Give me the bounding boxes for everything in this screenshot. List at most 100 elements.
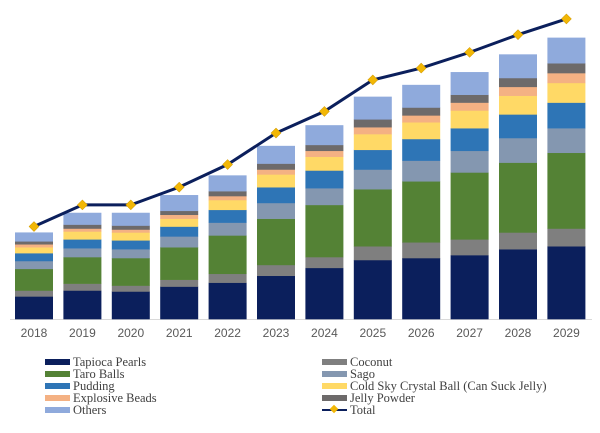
bar-segment-taro-balls-2018	[15, 268, 53, 291]
bar-segment-sago-2021	[160, 236, 199, 248]
legend-swatch-icon	[45, 395, 70, 401]
bar-segment-tapioca-pearls-2024	[305, 267, 344, 320]
bar-segment-explosive-beads-2026	[402, 115, 441, 123]
bar-segment-coconut-2018	[15, 290, 53, 297]
bar-segment-sago-2019	[63, 248, 102, 258]
bar-segment-jelly-powder-2026	[402, 107, 441, 116]
bar-segment-jelly-powder-2024	[305, 144, 344, 152]
bar-segment-coconut-2025	[353, 246, 392, 261]
x-tick-label: 2020	[117, 326, 144, 340]
bar-segment-jelly-powder-2018	[15, 241, 53, 245]
bar-segment-cold-sky-crystal-ball-can-suck-jelly-2020	[111, 232, 150, 241]
bar-segment-taro-balls-2021	[160, 247, 199, 280]
x-tick-label: 2027	[456, 326, 483, 340]
bar-segment-tapioca-pearls-2019	[63, 290, 102, 320]
bar-segment-explosive-beads-2018	[15, 244, 53, 248]
bar-segment-tapioca-pearls-2020	[111, 291, 150, 320]
bar-segment-taro-balls-2022	[208, 235, 247, 275]
legend-swatch-icon	[322, 383, 347, 389]
legend-swatch-icon	[45, 407, 70, 413]
legend-item-jelly-powder: Jelly Powder	[322, 392, 547, 404]
bar-segment-tapioca-pearls-2027	[450, 255, 489, 320]
bar-segment-tapioca-pearls-2021	[160, 286, 199, 320]
bar-segment-explosive-beads-2028	[499, 86, 537, 96]
total-marker-2018	[28, 221, 40, 232]
total-marker-2020	[125, 199, 137, 211]
bar-segment-taro-balls-2019	[63, 257, 102, 284]
bar-segment-taro-balls-2024	[305, 204, 344, 258]
total-marker-2028	[512, 29, 524, 40]
bar-segment-cold-sky-crystal-ball-can-suck-jelly-2018	[15, 247, 53, 254]
bar-segment-pudding-2023	[257, 187, 295, 204]
bar-segment-tapioca-pearls-2018	[15, 296, 53, 320]
bar-segment-jelly-powder-2020	[111, 225, 150, 230]
bar-segment-sago-2018	[15, 260, 53, 270]
legend-item-sago: Sago	[322, 368, 547, 380]
legend-label: Cold Sky Crystal Ball (Can Suck Jelly)	[350, 379, 547, 393]
total-marker-2027	[464, 47, 475, 58]
legend-swatch-icon	[45, 359, 70, 365]
total-marker-2026	[415, 62, 427, 74]
legend-item-tapioca-pearls: Tapioca Pearls	[45, 356, 157, 368]
legend-item-cold-sky-crystal-ball-can-suck-jelly: Cold Sky Crystal Ball (Can Suck Jelly)	[322, 380, 547, 392]
bar-segment-taro-balls-2026	[402, 181, 441, 243]
bar-segment-others-2023	[257, 145, 295, 164]
total-line-group	[28, 13, 572, 232]
bar-segment-jelly-powder-2023	[257, 163, 295, 170]
legend-right: Coconut Sago Cold Sky Crystal Ball (Can Su…	[322, 356, 547, 416]
x-tick-label: 2023	[263, 326, 290, 340]
bar-segment-tapioca-pearls-2025	[353, 259, 392, 320]
legend-label: Coconut	[350, 355, 393, 369]
bar-segment-jelly-powder-2029	[547, 63, 586, 74]
bar-segment-explosive-beads-2027	[450, 102, 489, 111]
bar-segment-others-2025	[353, 96, 392, 120]
legend-left: Tapioca Pearls Taro Balls Pudding Explosive…	[45, 356, 157, 416]
bar-segment-jelly-powder-2021	[160, 210, 199, 216]
bar-segment-jelly-powder-2025	[353, 119, 392, 128]
bar-segment-others-2024	[305, 125, 344, 146]
bar-segment-sago-2028	[499, 137, 537, 163]
bar-segment-coconut-2022	[208, 273, 247, 283]
bar-segment-others-2018	[15, 232, 53, 242]
total-marker-2025	[367, 74, 379, 86]
bar-segment-cold-sky-crystal-ball-can-suck-jelly-2022	[208, 199, 247, 211]
total-marker-2019	[77, 199, 88, 211]
legend-label: Sago	[350, 367, 375, 381]
bar-segment-explosive-beads-2019	[63, 228, 102, 232]
bar-segment-taro-balls-2020	[111, 258, 150, 286]
stacked-bar-chart: 2018 2019 2020 2021 2022 2023 2024 2025 2026 2027…	[10, 13, 592, 340]
bar-segment-cold-sky-crystal-ball-can-suck-jelly-2019	[63, 231, 102, 240]
legend-swatch-icon	[45, 371, 70, 377]
bar-segment-pudding-2021	[160, 226, 199, 237]
legend-swatch-icon	[45, 383, 70, 389]
bar-segment-others-2022	[208, 175, 247, 192]
bar-segment-jelly-powder-2028	[499, 77, 537, 88]
bar-segment-taro-balls-2027	[450, 172, 489, 240]
legend-line-swatch-icon	[322, 404, 347, 416]
bar-segment-taro-balls-2028	[499, 162, 537, 233]
x-tick-label: 2022	[214, 326, 241, 340]
bar-segment-explosive-beads-2022	[208, 196, 247, 201]
bar-segment-cold-sky-crystal-ball-can-suck-jelly-2029	[547, 82, 586, 103]
bar-segment-sago-2025	[353, 169, 392, 190]
total-marker-2029	[561, 13, 572, 25]
bar-segment-taro-balls-2029	[547, 152, 586, 229]
bar-segment-others-2019	[63, 212, 102, 225]
x-tick-label: 2024	[311, 326, 338, 340]
bar-segment-coconut-2027	[450, 239, 489, 256]
bar-segment-coconut-2028	[499, 232, 537, 250]
bar-segment-tapioca-pearls-2029	[547, 246, 586, 320]
bar-segment-jelly-powder-2019	[63, 224, 102, 229]
total-line	[33, 17, 567, 228]
bar-segment-cold-sky-crystal-ball-can-suck-jelly-2024	[305, 156, 344, 171]
legend-label: Taro Balls	[73, 367, 125, 381]
bar-segment-explosive-beads-2023	[257, 169, 295, 175]
bar-segment-tapioca-pearls-2026	[402, 258, 441, 320]
total-marker-2024	[319, 106, 330, 117]
legend-item-pudding: Pudding	[45, 380, 157, 392]
legend-label: Total	[350, 403, 376, 417]
bar-segment-sago-2024	[305, 188, 344, 206]
bar-segment-coconut-2020	[111, 285, 150, 292]
bar-segment-cold-sky-crystal-ball-can-suck-jelly-2027	[450, 110, 489, 129]
bar-segment-coconut-2026	[402, 242, 441, 259]
